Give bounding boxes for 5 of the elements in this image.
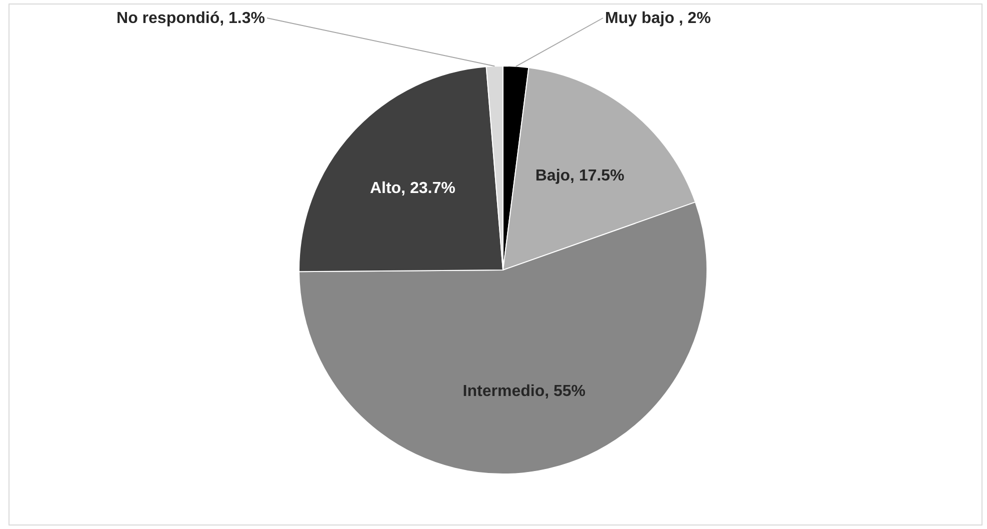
slice-label: Muy bajo , 2% <box>605 10 711 28</box>
slice-label: No respondió, 1.3% <box>116 10 265 28</box>
slice-label: Alto, 23.7% <box>370 180 456 198</box>
slice-label: Intermedio, 55% <box>462 383 586 400</box>
slice-label: Bajo, 17.5% <box>535 167 624 184</box>
